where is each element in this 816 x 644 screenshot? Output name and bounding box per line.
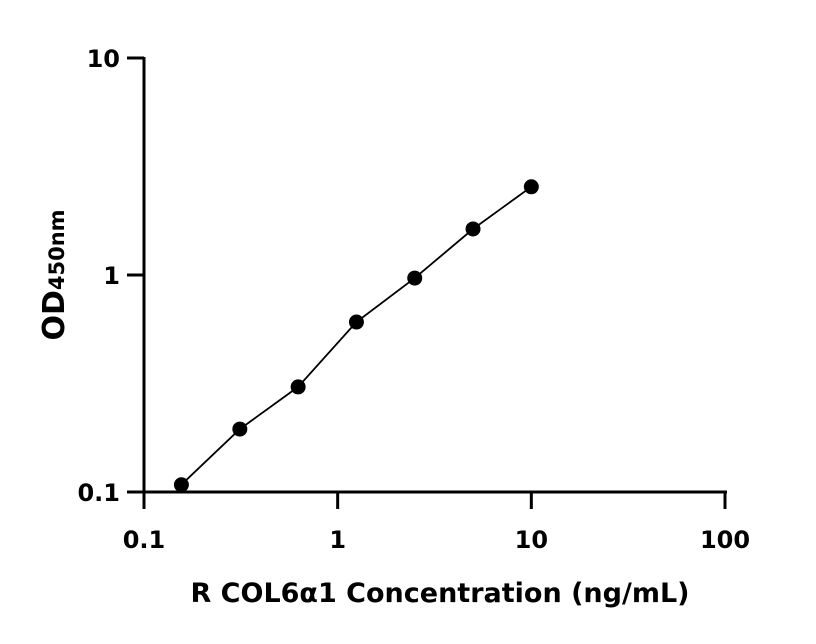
data-point	[407, 270, 423, 286]
y-tick-label: 0.1	[77, 479, 120, 507]
data-point	[348, 314, 364, 330]
data-point	[523, 179, 539, 195]
y-tick-label: 1	[103, 262, 120, 290]
y-axis-label: OD450nm	[37, 209, 72, 340]
data-point	[290, 379, 306, 395]
x-tick-label: 0.1	[123, 526, 166, 554]
x-axis-label: R COL6α1 Concentration (ng/mL)	[190, 578, 689, 609]
y-axis-label-sub: 450nm	[45, 209, 69, 290]
y-axis-label-main: OD	[37, 290, 72, 340]
data-point	[465, 221, 481, 237]
x-tick-label: 1	[329, 526, 346, 554]
x-tick-label: 10	[515, 526, 548, 554]
data-point	[173, 477, 189, 493]
x-tick-label: 100	[700, 526, 750, 554]
data-point	[232, 421, 248, 437]
axes: 0.1 1 10 100 0.1 1 10	[77, 45, 750, 554]
y-tick-label: 10	[87, 45, 120, 73]
data-marks	[173, 179, 539, 493]
